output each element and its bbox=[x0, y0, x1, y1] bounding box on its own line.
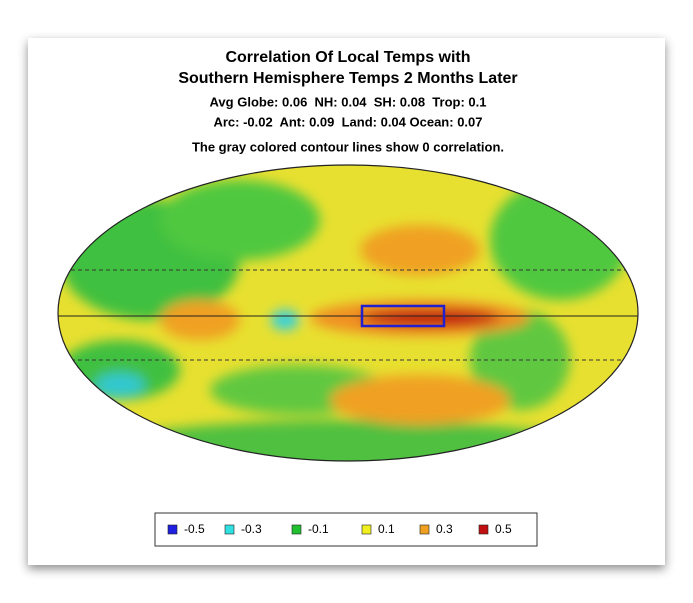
legend-swatch bbox=[478, 524, 489, 535]
legend-box bbox=[154, 512, 538, 547]
map-outline bbox=[57, 164, 639, 462]
title-line: Correlation Of Local Temps with bbox=[225, 49, 470, 66]
legend-label: -0.1 bbox=[308, 522, 329, 536]
legend-label: 0.3 bbox=[436, 522, 453, 536]
legend-label: -0.5 bbox=[184, 522, 205, 536]
legend-swatch bbox=[291, 524, 302, 535]
legend-label: -0.3 bbox=[241, 522, 262, 536]
legend: -0.5 -0.3 -0.1 0.1 0.3 0.5 bbox=[167, 522, 512, 536]
legend-swatch bbox=[224, 524, 235, 535]
stats-line: Arc: -0.02 Ant: 0.09 Land: 0.04 Ocean: 0… bbox=[213, 114, 482, 129]
legend-swatch bbox=[361, 524, 372, 535]
stats-line: Avg Globe: 0.06 NH: 0.04 SH: 0.08 Trop: … bbox=[210, 94, 487, 109]
legend-swatch bbox=[419, 524, 430, 535]
legend-label: 0.5 bbox=[495, 522, 512, 536]
legend-swatch bbox=[167, 524, 178, 535]
note: The gray colored contour lines show 0 co… bbox=[192, 139, 504, 154]
legend-label: 0.1 bbox=[378, 522, 395, 536]
title-line: Southern Hemisphere Temps 2 Months Later bbox=[178, 70, 517, 87]
region-box bbox=[360, 304, 446, 328]
